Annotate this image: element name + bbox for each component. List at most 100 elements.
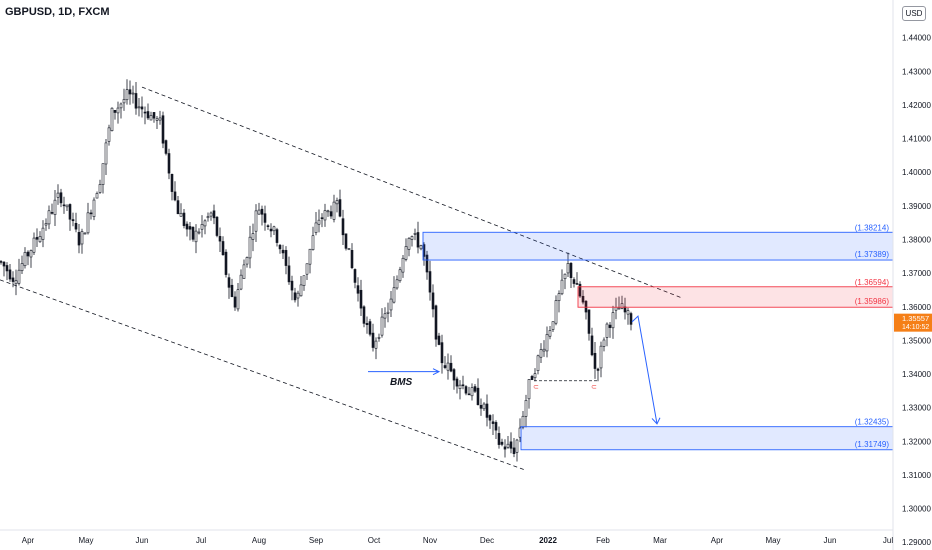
candle-down <box>266 225 270 227</box>
symbol-title: GBPUSD, 1D, FXCM <box>5 6 110 18</box>
candle-down <box>227 277 231 288</box>
candle-up <box>200 224 204 230</box>
candle-up <box>92 199 96 217</box>
upper-blue-zone <box>422 231 894 261</box>
candle-down <box>509 441 513 449</box>
candle-down <box>629 313 633 325</box>
candle-down <box>143 111 147 114</box>
candle-up <box>44 223 48 226</box>
candle-up <box>383 313 387 319</box>
candle-up <box>98 184 102 193</box>
candle-down <box>590 335 594 356</box>
candle-up <box>179 212 183 217</box>
candle-down <box>329 211 333 217</box>
candle-up <box>56 192 60 198</box>
candle-down <box>221 241 225 256</box>
candle-up <box>536 355 540 371</box>
candle-down <box>62 204 66 207</box>
candle-down <box>11 277 15 282</box>
time-tick-label: Jul <box>883 536 893 545</box>
candle-down <box>371 332 375 348</box>
candle-down <box>425 254 429 273</box>
time-tick-label: Nov <box>423 536 437 545</box>
candle-down <box>584 300 588 313</box>
candle-down <box>356 285 360 294</box>
candle-up <box>557 293 561 302</box>
candle-up <box>101 163 105 185</box>
candle-down <box>341 218 345 236</box>
candle-down <box>449 362 453 372</box>
candle-up <box>65 204 69 208</box>
candle-down <box>89 212 93 215</box>
candle-down <box>575 283 579 285</box>
candle-up <box>38 236 42 243</box>
candle-down <box>578 283 582 297</box>
candle-down <box>287 265 291 283</box>
candle-up <box>83 232 87 235</box>
candle-up <box>137 106 141 109</box>
candle-down <box>8 269 12 280</box>
candle-up <box>533 373 537 379</box>
candle-down <box>368 321 372 335</box>
candle-up <box>602 339 606 347</box>
price-tick-label: 1.43000 <box>902 67 931 76</box>
candle-down <box>362 306 366 324</box>
lower-blue-zone-bottom-label: (1.31749) <box>855 440 890 449</box>
candle-up <box>104 142 108 165</box>
candle-down <box>479 404 483 409</box>
candle-down <box>581 295 585 303</box>
candle-down <box>152 112 156 119</box>
trendlines-layer: BMS ⊂ ⊂ <box>0 86 684 471</box>
upper-channel-line <box>141 86 684 299</box>
candle-down <box>443 365 447 368</box>
candle-down <box>359 289 363 309</box>
currency-button[interactable]: USD <box>902 6 926 21</box>
time-tick-label: May <box>78 536 93 545</box>
candle-up <box>206 216 210 219</box>
candle-down <box>50 212 54 214</box>
candle-up <box>470 387 474 397</box>
time-tick-label: Mar <box>653 536 667 545</box>
candle-up <box>149 115 153 121</box>
candle-up <box>617 307 621 310</box>
candle-down <box>434 305 438 340</box>
candle-down <box>212 210 216 219</box>
candle-up <box>14 280 18 285</box>
candle-up <box>389 298 393 311</box>
candle-down <box>233 296 237 308</box>
candle-up <box>248 236 252 259</box>
candle-up <box>158 117 162 121</box>
candle-down <box>353 269 357 283</box>
candle-down <box>74 222 78 230</box>
candle-up <box>386 311 390 314</box>
price-tick-label: 1.29000 <box>902 538 931 547</box>
candle-down <box>587 309 591 334</box>
candle-up <box>410 236 414 240</box>
price-tick-label: 1.38000 <box>902 235 931 244</box>
lower-channel-line <box>0 279 526 471</box>
candle-up <box>347 248 351 251</box>
time-tick-label: Apr <box>711 536 724 545</box>
candle-up <box>542 348 546 352</box>
candle-up <box>110 107 114 132</box>
candle-up <box>545 334 549 352</box>
price-tick-label: 1.35000 <box>902 336 931 345</box>
candle-up <box>554 300 558 324</box>
candle-down <box>500 441 504 445</box>
candle-down <box>161 115 165 144</box>
candle-down <box>188 226 192 230</box>
price-tick-label: 1.30000 <box>902 505 931 514</box>
candle-up <box>17 269 21 284</box>
candle-down <box>230 284 234 297</box>
candle-down <box>134 93 138 109</box>
candle-up <box>548 330 552 337</box>
candle-down <box>431 292 435 310</box>
candle-up <box>23 252 27 267</box>
candle-up <box>95 193 99 199</box>
right-shoulder-marker: ⊂ <box>591 384 597 391</box>
candle-up <box>524 400 528 417</box>
candle-down <box>284 250 288 266</box>
time-tick-label: Oct <box>368 536 381 545</box>
candle-down <box>440 342 444 364</box>
